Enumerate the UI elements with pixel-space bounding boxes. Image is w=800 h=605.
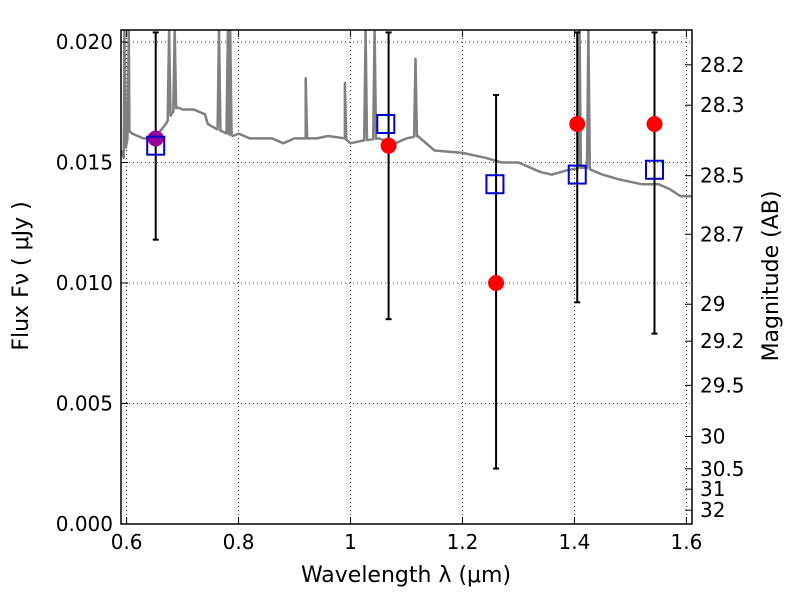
model-square bbox=[486, 175, 503, 193]
y2-tick-label: 28.7 bbox=[700, 222, 745, 246]
plot-frame bbox=[121, 30, 692, 524]
flux-wavelength-chart: 0.6 0.8 1 1.2 1.4 1.6 0.000 0.005 0.010 0.015 0.02… bbox=[0, 0, 800, 600]
y2-tick-label: 28.2 bbox=[700, 53, 745, 77]
y2-tick-label: 28.5 bbox=[700, 164, 745, 188]
y2-tick-label: 29.5 bbox=[700, 373, 745, 397]
plot-content bbox=[121, 30, 692, 469]
y2-tick-label: 30 bbox=[700, 425, 725, 449]
grid-layer bbox=[121, 30, 692, 524]
axes-layer: 0.6 0.8 1 1.2 1.4 1.6 0.000 0.005 0.010 0.015 0.02… bbox=[56, 30, 745, 554]
data-point bbox=[489, 276, 504, 291]
y2-tick-label: 32 bbox=[700, 498, 725, 522]
x-tick-label: 0.8 bbox=[223, 530, 255, 554]
y-tick-label: 0.000 bbox=[56, 512, 113, 536]
y-tick-label: 0.010 bbox=[56, 271, 113, 295]
x-tick-label: 0.6 bbox=[111, 530, 143, 554]
model-square bbox=[377, 115, 394, 133]
data-point bbox=[148, 131, 163, 146]
x-tick-label: 1.6 bbox=[670, 530, 702, 554]
x-tick-label: 1 bbox=[344, 530, 357, 554]
y2-tick-label: 28.3 bbox=[700, 93, 745, 117]
x-axis-label: Wavelength λ (μm) bbox=[301, 563, 511, 588]
data-point bbox=[381, 138, 396, 153]
y2-axis-label: Magnitude (AB) bbox=[759, 191, 784, 362]
y-tick-label: 0.020 bbox=[56, 30, 113, 54]
y-axis-label: Flux Fν ( μJy ) bbox=[9, 201, 34, 350]
spectrum-line bbox=[121, 30, 692, 196]
data-point bbox=[647, 116, 662, 131]
y2-tick-label: 29 bbox=[700, 292, 725, 316]
y-tick-label: 0.005 bbox=[56, 392, 113, 416]
y2-tick-label: 29.2 bbox=[700, 329, 745, 353]
chart-root: 0.6 0.8 1 1.2 1.4 1.6 0.000 0.005 0.010 0.015 0.02… bbox=[0, 0, 800, 600]
data-point bbox=[570, 116, 585, 131]
y-tick-label: 0.015 bbox=[56, 151, 113, 175]
x-tick-label: 1.4 bbox=[559, 530, 591, 554]
x-tick-label: 1.2 bbox=[447, 530, 479, 554]
